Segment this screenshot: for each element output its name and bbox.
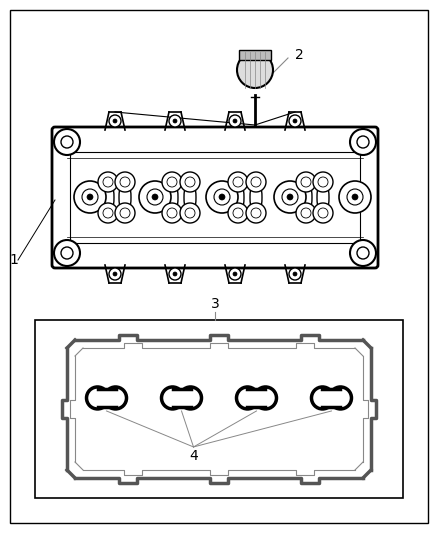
Ellipse shape <box>184 178 196 217</box>
Circle shape <box>185 177 195 187</box>
Circle shape <box>98 172 118 192</box>
Circle shape <box>229 268 241 280</box>
Text: 2: 2 <box>295 48 304 62</box>
Circle shape <box>54 240 80 266</box>
Bar <box>247 388 265 408</box>
Circle shape <box>311 387 333 409</box>
Circle shape <box>120 177 130 187</box>
Circle shape <box>105 387 127 409</box>
Circle shape <box>296 172 316 192</box>
Ellipse shape <box>119 178 131 217</box>
Circle shape <box>109 268 121 280</box>
Circle shape <box>274 181 306 213</box>
Circle shape <box>301 208 311 218</box>
Circle shape <box>167 177 177 187</box>
Circle shape <box>162 203 182 223</box>
Circle shape <box>82 189 98 205</box>
Text: 3: 3 <box>211 297 219 311</box>
Circle shape <box>173 119 177 123</box>
Circle shape <box>350 129 376 155</box>
Circle shape <box>229 115 241 127</box>
Circle shape <box>251 177 261 187</box>
Circle shape <box>87 387 109 409</box>
Circle shape <box>61 136 73 148</box>
Circle shape <box>228 172 248 192</box>
Circle shape <box>287 194 293 200</box>
FancyBboxPatch shape <box>52 127 378 268</box>
Circle shape <box>293 119 297 123</box>
Circle shape <box>352 194 358 200</box>
Circle shape <box>357 136 369 148</box>
Circle shape <box>115 172 135 192</box>
Circle shape <box>87 194 93 200</box>
Circle shape <box>246 172 266 192</box>
Circle shape <box>169 268 181 280</box>
Circle shape <box>103 177 113 187</box>
Text: 4: 4 <box>189 449 198 463</box>
Circle shape <box>61 247 73 259</box>
Circle shape <box>113 272 117 276</box>
Circle shape <box>180 172 200 192</box>
Circle shape <box>313 203 333 223</box>
Bar <box>173 388 191 408</box>
Circle shape <box>113 119 117 123</box>
Circle shape <box>54 129 80 155</box>
Circle shape <box>167 208 177 218</box>
Circle shape <box>339 181 371 213</box>
Circle shape <box>289 268 301 280</box>
Circle shape <box>74 181 106 213</box>
Circle shape <box>350 240 376 266</box>
Circle shape <box>318 177 328 187</box>
Circle shape <box>282 189 298 205</box>
Ellipse shape <box>102 178 114 217</box>
Circle shape <box>152 194 158 200</box>
Ellipse shape <box>166 178 178 217</box>
Circle shape <box>237 52 273 88</box>
Circle shape <box>103 208 113 218</box>
Circle shape <box>289 115 301 127</box>
Circle shape <box>233 119 237 123</box>
Circle shape <box>169 115 181 127</box>
Circle shape <box>185 208 195 218</box>
Circle shape <box>293 272 297 276</box>
Circle shape <box>206 181 238 213</box>
Circle shape <box>180 387 201 409</box>
Circle shape <box>301 177 311 187</box>
Circle shape <box>98 203 118 223</box>
Circle shape <box>139 181 171 213</box>
Circle shape <box>147 189 163 205</box>
Circle shape <box>251 208 261 218</box>
Bar <box>98 388 116 408</box>
Circle shape <box>254 387 276 409</box>
Circle shape <box>237 387 258 409</box>
Circle shape <box>233 208 243 218</box>
Circle shape <box>329 387 351 409</box>
Circle shape <box>162 387 184 409</box>
Circle shape <box>233 272 237 276</box>
Circle shape <box>173 272 177 276</box>
Bar <box>322 388 340 408</box>
Circle shape <box>219 194 225 200</box>
Ellipse shape <box>232 178 244 217</box>
Ellipse shape <box>317 178 329 217</box>
Circle shape <box>313 172 333 192</box>
Circle shape <box>357 247 369 259</box>
Circle shape <box>120 208 130 218</box>
Circle shape <box>228 203 248 223</box>
Circle shape <box>347 189 363 205</box>
Bar <box>239 50 271 60</box>
Circle shape <box>246 203 266 223</box>
Circle shape <box>233 177 243 187</box>
Text: 1: 1 <box>10 253 18 267</box>
Bar <box>35 320 403 498</box>
Circle shape <box>162 172 182 192</box>
Circle shape <box>180 203 200 223</box>
Circle shape <box>115 203 135 223</box>
Circle shape <box>214 189 230 205</box>
Circle shape <box>109 115 121 127</box>
Ellipse shape <box>300 178 312 217</box>
Ellipse shape <box>250 178 262 217</box>
Circle shape <box>296 203 316 223</box>
Circle shape <box>318 208 328 218</box>
